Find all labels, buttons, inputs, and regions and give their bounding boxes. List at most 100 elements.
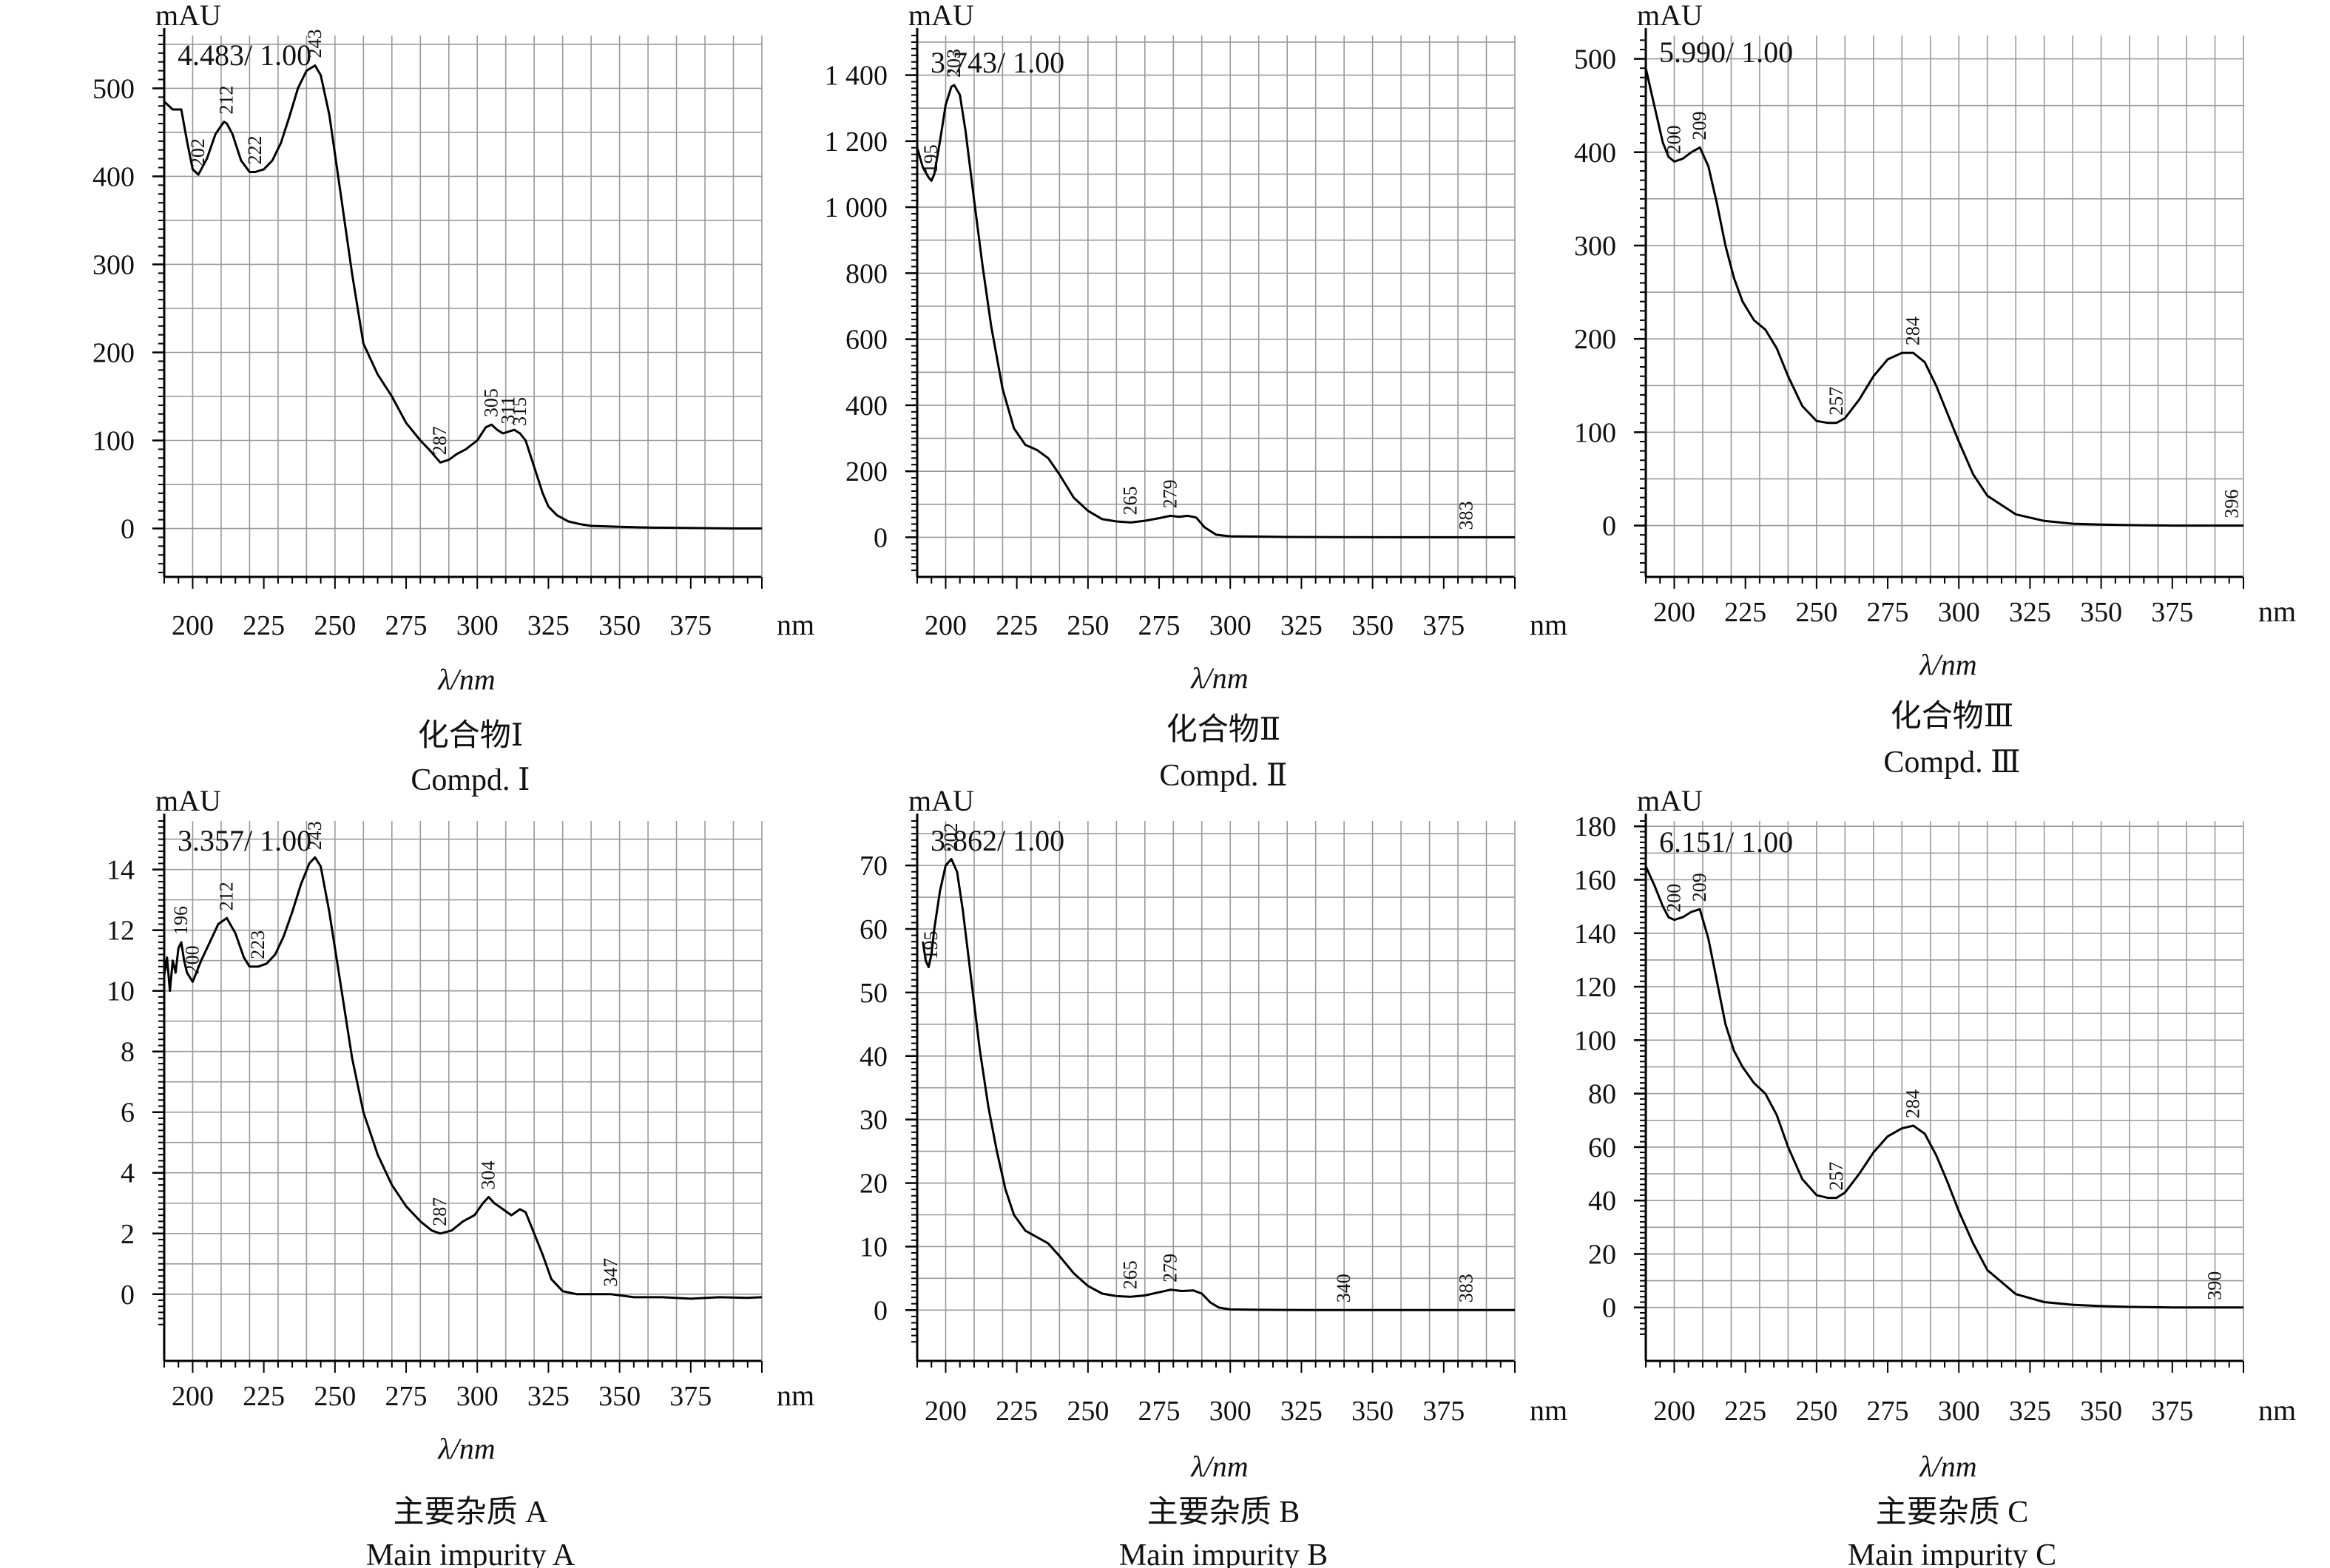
y-tick-label: 120 xyxy=(1574,972,1616,1003)
x-tick-label: 200 xyxy=(925,610,967,641)
x-unit-label: nm xyxy=(777,1379,814,1412)
x-axis-title: λ/nm xyxy=(437,663,495,696)
chart-panel-impurity-a: 0 2 4 6 8 10 12 14 200 225 250 275 300 325 350 375 mAU nm… xyxy=(107,784,814,1568)
peak-label: 203 xyxy=(943,49,965,78)
y-tick-label: 800 xyxy=(845,258,888,289)
y-unit-label: mAU xyxy=(1637,0,1703,32)
chart-panel-impurity-c: 0 20 40 60 80 100 120 140 160 180 200 225 250 275 300 3… xyxy=(1574,784,2296,1568)
y-tick-label: 200 xyxy=(92,337,135,368)
x-tick-label: 375 xyxy=(2151,1396,2193,1427)
x-tick-label: 375 xyxy=(2151,597,2193,628)
x-tick-label: 350 xyxy=(598,610,641,641)
chart-panel-compd-1: 0 100 200 300 400 500 200 225 250 275 300 325 350 375… xyxy=(92,0,814,797)
y-tick-label: 1 000 xyxy=(825,192,888,223)
peak-label: 195 xyxy=(920,144,942,173)
y-tick-label: 6 xyxy=(121,1098,135,1129)
y-tick-label: 500 xyxy=(1574,44,1616,75)
x-axis-title: λ/nm xyxy=(1190,1450,1248,1483)
spectrum-line xyxy=(1644,865,2243,1309)
x-tick-label: 250 xyxy=(314,1381,356,1412)
x-tick-label: 325 xyxy=(527,1381,570,1412)
x-tick-label: 375 xyxy=(1422,610,1465,641)
x-tick-label: 375 xyxy=(669,1381,712,1412)
y-unit-label: mAU xyxy=(155,784,221,817)
y-unit-label: mAU xyxy=(908,784,974,817)
peak-label: 265 xyxy=(1120,1260,1141,1289)
peak-label: 347 xyxy=(600,1258,621,1287)
x-tick-label: 325 xyxy=(1280,1396,1323,1427)
peak-label: 287 xyxy=(429,426,450,455)
x-tick-label: 300 xyxy=(1209,1396,1252,1427)
peak-label: 202 xyxy=(187,138,209,167)
x-tick-label: 250 xyxy=(314,610,356,641)
peak-label: 279 xyxy=(1159,1254,1181,1283)
spectrum-line xyxy=(1644,67,2243,527)
peak-label: 305 xyxy=(480,388,502,417)
peak-label: 284 xyxy=(1902,317,1924,345)
y-tick-label: 70 xyxy=(860,851,888,882)
x-tick-label: 200 xyxy=(1653,1396,1695,1427)
x-tick-label: 350 xyxy=(598,1381,641,1412)
x-tick-label: 225 xyxy=(996,610,1038,641)
y-tick-label: 200 xyxy=(1574,324,1616,355)
y-tick-label: 0 xyxy=(1602,511,1616,542)
x-tick-label: 200 xyxy=(1653,597,1695,628)
chart-panel-compd-2: 0 200 400 600 800 1 000 1 200 1 400 200 225 250 275… xyxy=(825,0,1568,793)
x-tick-label: 325 xyxy=(527,610,570,641)
x-unit-label: nm xyxy=(1530,1393,1567,1427)
grid xyxy=(1646,821,2243,1361)
x-tick-label: 275 xyxy=(385,1381,428,1412)
peak-label: 257 xyxy=(1826,387,1847,416)
y-tick-label: 400 xyxy=(1574,138,1616,169)
chart-panel-compd-3: 0 100 200 300 400 500 200 225 250 275 300 325 350 375… xyxy=(1574,0,2296,780)
y-tick-label: 40 xyxy=(860,1041,888,1072)
x-tick-label: 375 xyxy=(1422,1396,1465,1427)
info-label: 4.483/ 1.00 xyxy=(178,38,311,72)
y-tick-label: 1 400 xyxy=(825,61,888,92)
caption-cn: 主要杂质 A xyxy=(394,1496,549,1530)
x-tick-label: 225 xyxy=(243,610,285,641)
y-tick-label: 1 200 xyxy=(825,126,888,158)
y-tick-label: 60 xyxy=(860,914,888,945)
y-tick-label: 100 xyxy=(1574,417,1616,448)
x-tick-label: 250 xyxy=(1795,1396,1837,1427)
peak-label: 222 xyxy=(244,135,266,164)
caption-en: Main impurity A xyxy=(366,1538,575,1568)
info-label: 3.743/ 1.00 xyxy=(931,46,1064,79)
caption-en: Compd. Ⅱ xyxy=(1159,759,1287,793)
peak-label: 202 xyxy=(940,823,962,852)
y-tick-label: 0 xyxy=(874,522,888,553)
x-tick-label: 350 xyxy=(1351,610,1394,641)
grid xyxy=(917,821,1515,1361)
x-tick-label: 275 xyxy=(1138,1396,1181,1427)
info-label: 5.990/ 1.00 xyxy=(1659,36,1793,69)
x-tick-label: 225 xyxy=(243,1381,285,1412)
y-tick-label: 200 xyxy=(845,456,888,487)
caption-cn: 主要杂质 B xyxy=(1147,1496,1300,1530)
y-tick-label: 40 xyxy=(1588,1186,1616,1217)
x-tick-label: 250 xyxy=(1067,1396,1109,1427)
peak-label: 315 xyxy=(509,397,530,426)
caption-en: Main impurity B xyxy=(1119,1538,1328,1568)
y-tick-label: 20 xyxy=(1588,1239,1616,1270)
y-tick-label: 60 xyxy=(1588,1132,1616,1163)
info-label: 3.862/ 1.00 xyxy=(931,824,1064,857)
spectrum-line xyxy=(916,84,1515,538)
x-tick-label: 200 xyxy=(925,1396,967,1427)
peak-label: 243 xyxy=(304,29,325,58)
peak-label: 265 xyxy=(1120,486,1141,515)
info-label: 6.151/ 1.00 xyxy=(1659,825,1793,859)
y-tick-label: 4 xyxy=(121,1158,135,1189)
y-tick-label: 10 xyxy=(860,1231,888,1263)
caption-cn: 化合物Ⅲ xyxy=(1891,700,2014,734)
x-unit-label: nm xyxy=(2258,1393,2296,1427)
peak-label: 209 xyxy=(1689,111,1710,140)
peak-label: 196 xyxy=(170,906,192,935)
x-tick-label: 350 xyxy=(1351,1396,1394,1427)
peak-label: 200 xyxy=(181,945,203,974)
peak-label: 304 xyxy=(478,1161,499,1190)
y-tick-label: 500 xyxy=(92,73,135,104)
x-tick-label: 325 xyxy=(1280,610,1323,641)
caption-cn: 主要杂质 C xyxy=(1876,1496,2029,1530)
grid xyxy=(164,821,762,1361)
